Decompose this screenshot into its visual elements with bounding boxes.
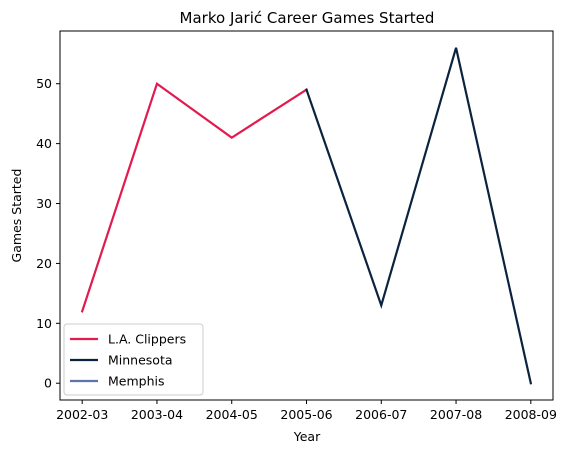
legend: L.A. Clippers Minnesota Memphis [63,323,204,396]
x-axis-ticks: 2002-03 2003-04 2004-05 2005-06 2006-07 2007-… [56,400,557,422]
x-tick-label: 2003-04 [131,407,183,422]
y-axis-ticks: 0 10 20 30 40 50 [36,76,60,391]
y-tick-label: 10 [36,316,52,331]
x-axis-label: Year [293,429,321,444]
x-tick-label: 2007-08 [430,407,482,422]
legend-label-2: Memphis [108,374,165,389]
y-tick-label: 40 [36,136,52,151]
y-tick-label: 0 [44,376,52,391]
x-tick-label: 2006-07 [355,407,407,422]
y-tick-label: 30 [36,196,52,211]
y-tick-label: 50 [36,76,52,91]
legend-label-0: L.A. Clippers [108,332,186,347]
x-tick-label: 2004-05 [206,407,258,422]
series-line-1 [305,47,533,385]
x-tick-label: 2005-06 [280,407,332,422]
plot-lines [80,47,533,385]
x-tick-label: 2002-03 [56,407,108,422]
y-tick-label: 20 [36,256,52,271]
y-axis-label: Games Started [9,169,24,263]
series-line-0 [80,81,309,313]
legend-box [63,323,204,396]
chart-title: Marko Jarić Career Games Started [180,9,435,27]
x-tick-label: 2008-09 [505,407,557,422]
legend-label-1: Minnesota [108,353,173,368]
